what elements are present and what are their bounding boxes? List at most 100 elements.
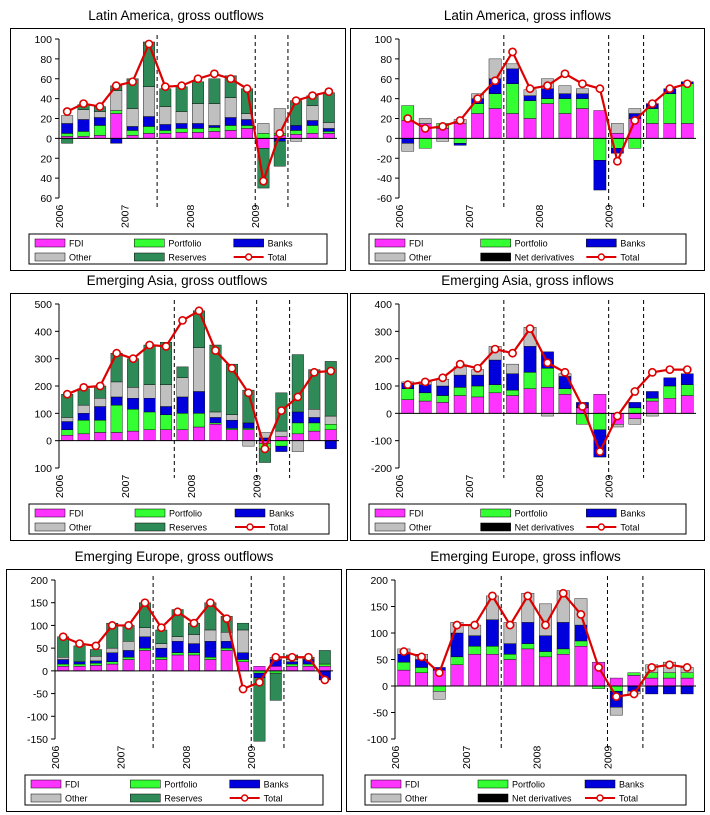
- bar-other: [77, 109, 90, 120]
- bar-fdi: [471, 113, 484, 139]
- y-tick-label: 200: [30, 575, 48, 587]
- bar-banks: [220, 641, 233, 649]
- bar-banks: [122, 650, 135, 658]
- y-tick-label: 200: [370, 575, 388, 587]
- bar-other: [208, 103, 221, 126]
- y-tick-label: -100: [371, 436, 392, 448]
- y-tick-label: 60: [40, 74, 52, 86]
- bar-banks: [401, 138, 415, 144]
- bar-other: [611, 123, 624, 134]
- bar-portfolio: [73, 663, 86, 667]
- legend-swatch-banks: [229, 779, 260, 789]
- bar-banks: [322, 128, 335, 132]
- bar-fdi: [306, 133, 319, 139]
- bar-banks: [143, 398, 156, 413]
- y-tick-label: 500: [34, 299, 52, 311]
- y-tick-label: 20: [40, 153, 52, 165]
- y-tick-label: -20: [377, 153, 392, 165]
- legend-box: [28, 503, 330, 535]
- bar-portfolio: [308, 422, 321, 432]
- x-year-label: 2009: [602, 745, 614, 769]
- total-marker: [399, 647, 409, 656]
- legend-label-banks: Banks: [620, 239, 646, 249]
- bar-portfolio: [110, 110, 123, 114]
- bar-other: [306, 105, 319, 121]
- bar-banks: [646, 391, 659, 399]
- bar-banks: [680, 685, 694, 695]
- bar-portfolio: [663, 93, 677, 124]
- bar-portfolio: [680, 672, 694, 679]
- bar-other: [308, 409, 321, 418]
- bar-banks: [436, 385, 449, 396]
- total-marker: [665, 84, 675, 94]
- bar-fdi: [269, 666, 282, 672]
- legend-label-reserves: Reserves: [169, 523, 208, 533]
- total-marker: [291, 96, 301, 106]
- bar-other: [143, 384, 156, 399]
- bar-banks: [155, 647, 168, 658]
- x-year-label: 2009: [250, 204, 262, 228]
- total-marker: [211, 346, 220, 355]
- bar-fdi: [139, 650, 151, 672]
- bar-other: [291, 440, 304, 452]
- bar-portfolio: [143, 126, 155, 134]
- y-tick-label: 0: [46, 436, 52, 448]
- bar-portfolio: [453, 138, 467, 144]
- bar-portfolio: [61, 429, 74, 436]
- bar-portfolio: [204, 657, 217, 660]
- bar-other: [106, 647, 119, 653]
- bar-banks: [306, 120, 319, 126]
- bar-fdi: [106, 663, 119, 672]
- x-year-label: 2007: [120, 474, 132, 498]
- total-marker: [452, 620, 462, 630]
- bar-portfolio: [122, 657, 135, 660]
- legend-swatch-portfolio: [480, 508, 511, 518]
- bar-other: [611, 424, 624, 428]
- bar-banks: [61, 123, 74, 134]
- legend-swatch-net_derivatives: [477, 793, 509, 803]
- y-tick-label: 0: [46, 133, 52, 145]
- bar-banks: [558, 93, 572, 99]
- legend-label-net_derivatives: Net derivatives: [515, 523, 575, 533]
- bar-portfolio: [485, 646, 499, 655]
- bar-fdi: [680, 395, 694, 414]
- bar-portfolio: [127, 409, 140, 432]
- legend-swatch-fdi: [370, 779, 402, 789]
- bar-other: [171, 636, 184, 642]
- total-marker: [293, 392, 303, 402]
- bar-banks: [77, 119, 90, 132]
- bar-fdi: [253, 666, 266, 672]
- bar-other: [193, 347, 205, 392]
- legend-swatch-net_derivatives: [480, 252, 511, 262]
- total-marker: [227, 363, 237, 373]
- total-marker: [304, 652, 313, 662]
- bar-banks: [209, 417, 222, 424]
- bar-portfolio: [106, 661, 119, 665]
- total-marker: [160, 82, 170, 92]
- bar-reserves: [257, 148, 270, 189]
- bar-portfolio: [627, 672, 641, 676]
- legend-label-reserves: Reserves: [168, 253, 207, 263]
- bar-other: [159, 106, 172, 125]
- bar-fdi: [506, 113, 519, 139]
- bar-other: [204, 629, 217, 642]
- total-marker: [438, 373, 448, 383]
- total-marker: [612, 411, 622, 421]
- bar-other: [93, 111, 106, 118]
- bar-banks: [308, 417, 321, 424]
- bar-portfolio: [188, 652, 200, 656]
- bar-portfolio: [220, 647, 233, 651]
- bar-portfolio: [225, 428, 238, 430]
- chart-title: Emerging Asia, gross outflows: [86, 273, 268, 288]
- bar-banks: [453, 143, 467, 146]
- bar-reserves: [208, 78, 221, 104]
- total-marker: [455, 116, 465, 125]
- total-marker: [238, 684, 248, 694]
- y-tick-label: 300: [374, 326, 392, 338]
- bar-other: [275, 430, 288, 437]
- legend-swatch-other: [374, 522, 406, 532]
- bar-fdi: [175, 132, 188, 139]
